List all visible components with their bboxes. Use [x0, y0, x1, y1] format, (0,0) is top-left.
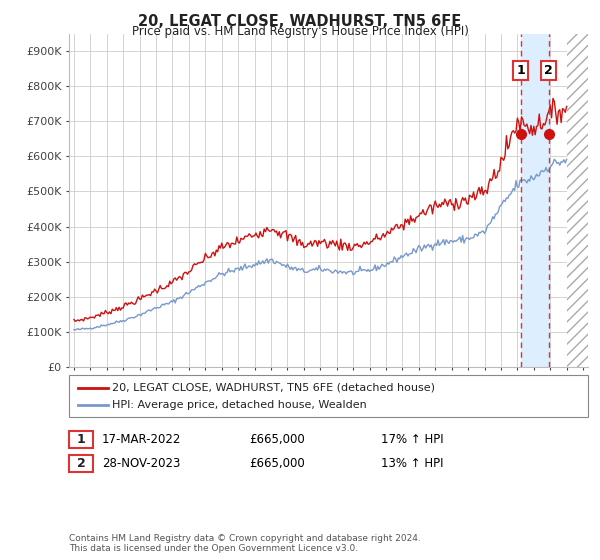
Text: 13% ↑ HPI: 13% ↑ HPI: [381, 457, 443, 470]
Text: HPI: Average price, detached house, Wealden: HPI: Average price, detached house, Weal…: [112, 400, 367, 410]
Text: 17% ↑ HPI: 17% ↑ HPI: [381, 433, 443, 446]
Bar: [566, 34, 588, 367]
Text: 17-MAR-2022: 17-MAR-2022: [102, 433, 181, 446]
Text: 20, LEGAT CLOSE, WADHURST, TN5 6FE (detached house): 20, LEGAT CLOSE, WADHURST, TN5 6FE (deta…: [112, 383, 435, 393]
Text: 1: 1: [77, 433, 85, 446]
Text: Contains HM Land Registry data © Crown copyright and database right 2024.
This d: Contains HM Land Registry data © Crown c…: [69, 534, 421, 553]
Text: 20, LEGAT CLOSE, WADHURST, TN5 6FE: 20, LEGAT CLOSE, WADHURST, TN5 6FE: [139, 14, 461, 29]
Text: 1: 1: [517, 64, 525, 77]
Text: Price paid vs. HM Land Registry's House Price Index (HPI): Price paid vs. HM Land Registry's House …: [131, 25, 469, 38]
Text: 2: 2: [77, 457, 85, 470]
Text: 28-NOV-2023: 28-NOV-2023: [102, 457, 181, 470]
Bar: [521, 34, 549, 367]
Text: £665,000: £665,000: [249, 433, 305, 446]
Text: 2: 2: [544, 64, 553, 77]
Text: £665,000: £665,000: [249, 457, 305, 470]
